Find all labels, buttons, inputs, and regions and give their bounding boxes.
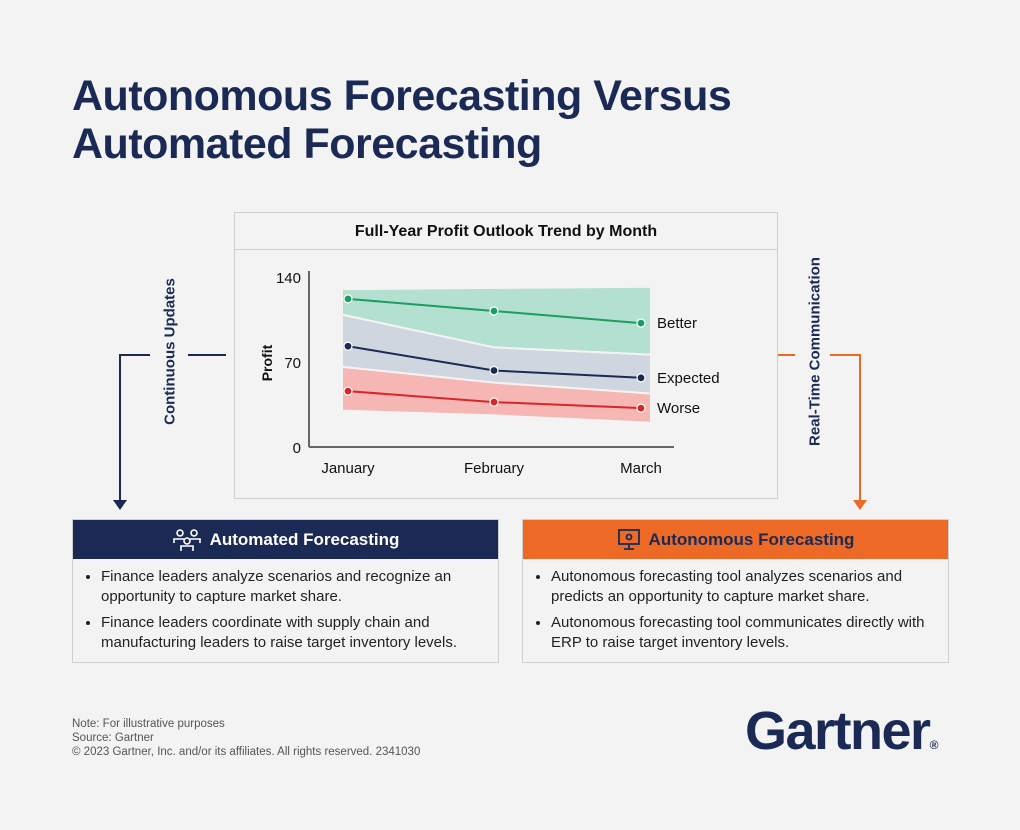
automated-bullets: Finance leaders analyze scenarios and re…: [73, 567, 498, 653]
legend-label-worse: Worse: [657, 400, 700, 417]
x-tick-label: March: [620, 460, 662, 477]
y-tick-label: 70: [284, 355, 301, 372]
title-line-2: Automated Forecasting: [72, 120, 542, 168]
footer-source: Source: Gartner: [72, 732, 154, 744]
automated-forecasting-title: Automated Forecasting: [209, 529, 400, 549]
y-tick-label: 0: [293, 440, 301, 457]
legend-label-expected: Expected: [657, 370, 720, 387]
point-better: [636, 318, 646, 328]
point-worse: [636, 403, 646, 413]
automated-forecasting-panel: Automated Forecasting Finance leaders an…: [72, 519, 499, 663]
continuous-updates-label: Continuous Updates: [161, 278, 179, 425]
chart-panel: Full-Year Profit Outlook Trend by Month …: [234, 212, 778, 499]
continuous-updates-arrow: [119, 354, 226, 500]
bullet-item: Autonomous forecasting tool communicates…: [551, 613, 936, 653]
chart-title: Full-Year Profit Outlook Trend by Month: [235, 213, 777, 250]
page-title: Autonomous Forecasting Versus Automated F…: [72, 72, 732, 168]
band-worse: [341, 365, 652, 424]
footer: Note: For illustrative purposes Source: …: [72, 717, 420, 759]
point-better: [343, 294, 353, 304]
point-better: [489, 306, 499, 316]
profit-chart: Better Expected Worse 0 70 140 January February…: [259, 270, 720, 477]
point-worse: [343, 386, 353, 396]
title-line-1: Autonomous Forecasting Versus: [72, 72, 732, 120]
real-time-communication-label: Real-Time Communication: [806, 257, 824, 446]
legend-label-better: Better: [657, 315, 697, 332]
bullet-item: Autonomous forecasting tool analyzes sce…: [551, 567, 936, 607]
gartner-logo: Gartner®: [745, 701, 939, 761]
x-tick-label: February: [464, 460, 525, 477]
y-tick-label: 140: [276, 270, 301, 287]
point-expected: [489, 365, 499, 376]
autonomous-bullets: Autonomous forecasting tool analyzes sce…: [523, 567, 948, 653]
point-expected: [636, 373, 646, 383]
autonomous-forecasting-panel: Autonomous Forecasting Autonomous foreca…: [522, 519, 949, 663]
logo-text: Gartner: [745, 701, 931, 761]
autonomous-forecasting-title: Autonomous Forecasting: [648, 529, 855, 549]
point-expected: [343, 341, 353, 351]
bullet-item: Finance leaders analyze scenarios and re…: [101, 567, 486, 607]
bullet-item: Finance leaders coordinate with supply c…: [101, 613, 486, 653]
arrowhead-down-left: [113, 500, 127, 510]
autonomous-forecasting-header: Autonomous Forecasting: [523, 520, 948, 559]
arrowhead-down-right: [853, 500, 867, 510]
monitor-gear-icon: [617, 528, 640, 550]
people-icon: [172, 528, 201, 551]
x-tick-label: January: [321, 460, 375, 477]
footer-copyright: © 2023 Gartner, Inc. and/or its affiliat…: [72, 746, 421, 758]
y-axis-label: Profit: [259, 344, 275, 381]
footer-note: Note: For illustrative purposes: [72, 718, 225, 730]
point-worse: [489, 397, 499, 407]
automated-forecasting-header: Automated Forecasting: [73, 520, 498, 559]
